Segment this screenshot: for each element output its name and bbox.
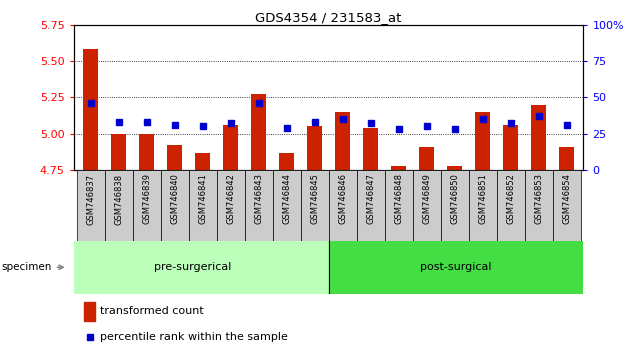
Bar	[524, 170, 553, 241]
Bar	[553, 170, 581, 241]
Text: specimen: specimen	[1, 262, 63, 272]
Bar	[74, 241, 328, 294]
Title: GDS4354 / 231583_at: GDS4354 / 231583_at	[255, 11, 402, 24]
Bar	[363, 128, 378, 170]
Bar	[440, 170, 469, 241]
Bar	[307, 126, 322, 170]
Text: GSM746840: GSM746840	[170, 173, 179, 224]
Text: GSM746848: GSM746848	[394, 173, 403, 224]
Bar	[133, 170, 160, 241]
Bar	[469, 170, 497, 241]
Bar	[328, 170, 356, 241]
Bar	[503, 125, 518, 170]
Bar	[497, 170, 524, 241]
Text: GSM746853: GSM746853	[534, 173, 543, 224]
Bar	[391, 166, 406, 170]
Bar	[139, 133, 154, 170]
Text: GSM746851: GSM746851	[478, 173, 487, 224]
Text: GSM746845: GSM746845	[310, 173, 319, 224]
Text: GSM746847: GSM746847	[366, 173, 375, 224]
Bar	[531, 104, 546, 170]
Bar	[356, 170, 385, 241]
Text: GSM746852: GSM746852	[506, 173, 515, 224]
Bar	[167, 145, 182, 170]
Bar	[413, 170, 440, 241]
Text: pre-surgerical: pre-surgerical	[154, 262, 231, 272]
Bar	[301, 170, 328, 241]
Text: percentile rank within the sample: percentile rank within the sample	[100, 332, 288, 342]
Text: GSM746846: GSM746846	[338, 173, 347, 224]
Bar	[244, 170, 272, 241]
Bar	[160, 170, 188, 241]
Bar	[223, 125, 238, 170]
Text: GSM746849: GSM746849	[422, 173, 431, 224]
Text: GSM746842: GSM746842	[226, 173, 235, 224]
Bar	[104, 170, 133, 241]
Text: GSM746854: GSM746854	[562, 173, 571, 224]
Bar	[217, 170, 244, 241]
Bar	[84, 302, 95, 321]
Text: GSM746844: GSM746844	[282, 173, 291, 224]
Bar	[475, 112, 490, 170]
Bar	[83, 50, 98, 170]
Text: GSM746838: GSM746838	[114, 173, 123, 224]
Bar	[76, 170, 104, 241]
Bar	[251, 95, 266, 170]
Bar	[447, 166, 462, 170]
Text: GSM746839: GSM746839	[142, 173, 151, 224]
Bar	[328, 241, 583, 294]
Text: transformed count: transformed count	[100, 306, 204, 316]
Text: GSM746850: GSM746850	[450, 173, 459, 224]
Bar	[335, 112, 350, 170]
Text: GSM746837: GSM746837	[86, 173, 95, 224]
Text: GSM746841: GSM746841	[198, 173, 207, 224]
Text: post-surgical: post-surgical	[420, 262, 492, 272]
Bar	[419, 147, 434, 170]
Bar	[188, 170, 217, 241]
Bar	[195, 153, 210, 170]
Bar	[111, 133, 126, 170]
Bar	[279, 153, 294, 170]
Bar	[559, 147, 574, 170]
Bar	[272, 170, 301, 241]
Bar	[385, 170, 413, 241]
Text: GSM746843: GSM746843	[254, 173, 263, 224]
